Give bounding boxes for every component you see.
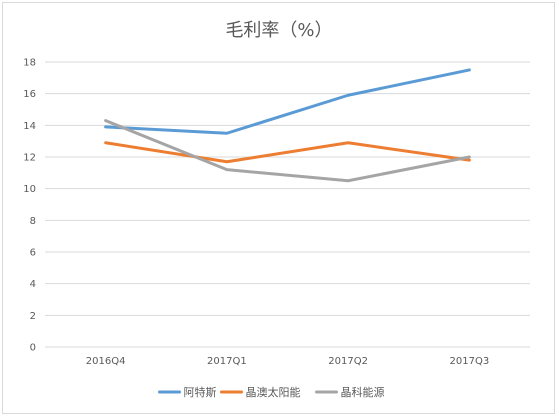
x-tick-label: 2017Q2 [328,356,368,367]
chart-title: 毛利率（%） [225,20,332,41]
y-tick-label: 14 [23,121,36,132]
legend-label: 阿特斯 [184,385,217,399]
y-tick-label: 8 [30,216,36,227]
y-tick-label: 12 [23,153,36,164]
legend: 阿特斯 晶澳太阳能 晶科能源 [158,385,385,399]
x-tick-label: 2016Q4 [86,356,126,367]
legend-label: 晶科能源 [341,385,385,399]
y-tick-label: 2 [30,311,36,322]
series-lines [104,68,471,183]
y-tick-label: 0 [30,343,36,354]
series-line-3 [104,119,471,183]
grid-lines [45,61,530,348]
y-tick-label: 16 [23,89,36,100]
series-line-1 [104,68,471,135]
x-axis-tick-labels: 2016Q4 2017Q1 2017Q2 2017Q3 [86,356,489,367]
y-tick-label: 18 [23,58,36,69]
y-tick-label: 10 [23,184,36,195]
x-tick-label: 2017Q3 [450,356,490,367]
y-axis-tick-labels: 0 2 4 6 8 10 12 14 16 18 [23,58,36,354]
x-tick-label: 2017Q1 [207,356,247,367]
y-tick-label: 4 [30,279,36,290]
series-line-2 [104,141,471,164]
legend-label: 晶澳太阳能 [246,385,301,399]
y-tick-label: 6 [30,248,36,259]
